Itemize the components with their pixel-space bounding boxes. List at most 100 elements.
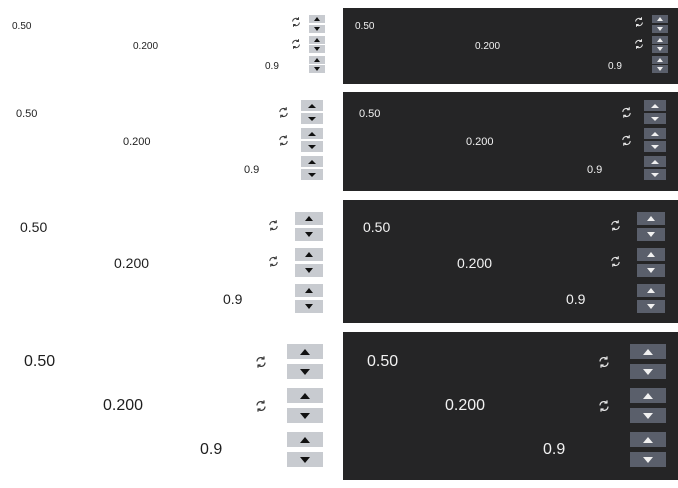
value-field-3[interactable]: 0.9 <box>566 291 586 307</box>
increment-button[interactable] <box>637 212 665 225</box>
dark-panel-medium: 0.50 0.200 0.9 <box>343 200 678 323</box>
reset-arrows-icon[interactable] <box>291 17 301 27</box>
decrement-button[interactable] <box>630 364 666 379</box>
increment-button[interactable] <box>652 56 668 64</box>
reset-arrows-icon[interactable] <box>255 356 267 368</box>
value-field-1[interactable]: 0.50 <box>367 353 399 370</box>
reset-arrows-icon[interactable] <box>598 356 610 368</box>
reset-arrows-icon[interactable] <box>610 220 621 231</box>
increment-button[interactable] <box>630 432 666 447</box>
decrement-button[interactable] <box>295 264 323 277</box>
dark-panel-tiny: 0.50 0.200 0.9 <box>343 8 678 84</box>
increment-button[interactable] <box>630 344 666 359</box>
value-field-2[interactable]: 0.200 <box>133 41 159 52</box>
increment-button[interactable] <box>637 284 665 297</box>
value-field-1[interactable]: 0.50 <box>20 219 48 235</box>
triangle-down-icon <box>647 232 655 237</box>
increment-button[interactable] <box>301 156 323 167</box>
value-field-3[interactable]: 0.9 <box>608 61 622 72</box>
value-field-2[interactable]: 0.200 <box>114 255 150 271</box>
decrement-button[interactable] <box>295 228 323 241</box>
reset-arrows-icon[interactable] <box>610 256 621 267</box>
reset-arrows-icon[interactable] <box>291 39 301 49</box>
value-field-1[interactable]: 0.50 <box>12 21 32 32</box>
reset-arrows-icon[interactable] <box>621 135 632 146</box>
increment-button[interactable] <box>287 432 323 447</box>
decrement-button[interactable] <box>630 452 666 467</box>
decrement-button[interactable] <box>295 300 323 313</box>
decrement-button[interactable] <box>652 65 668 73</box>
value-field-3[interactable]: 0.9 <box>244 164 260 176</box>
increment-button[interactable] <box>295 212 323 225</box>
value-field-2[interactable]: 0.200 <box>457 255 493 271</box>
triangle-up-icon <box>643 392 653 399</box>
decrement-button[interactable] <box>652 45 668 53</box>
value-field-2[interactable]: 0.200 <box>103 397 144 414</box>
triangle-up-icon <box>657 58 663 62</box>
increment-button[interactable] <box>652 36 668 44</box>
increment-button[interactable] <box>295 284 323 297</box>
increment-button[interactable] <box>644 100 666 111</box>
value-field-1[interactable]: 0.50 <box>16 108 38 120</box>
decrement-button[interactable] <box>301 169 323 180</box>
increment-button[interactable] <box>644 128 666 139</box>
decrement-button[interactable] <box>637 300 665 313</box>
decrement-button[interactable] <box>301 141 323 152</box>
light-panel-medium: 0.50 0.200 0.9 <box>0 200 335 323</box>
reset-arrows-icon[interactable] <box>268 256 279 267</box>
triangle-down-icon <box>651 172 659 177</box>
decrement-button[interactable] <box>652 25 668 33</box>
decrement-button[interactable] <box>644 113 666 124</box>
value-field-2[interactable]: 0.200 <box>445 397 486 414</box>
increment-button[interactable] <box>287 344 323 359</box>
increment-button[interactable] <box>309 36 325 44</box>
value-field-1[interactable]: 0.50 <box>359 108 381 120</box>
increment-button[interactable] <box>301 100 323 111</box>
decrement-button[interactable] <box>301 113 323 124</box>
triangle-down-icon <box>305 304 313 309</box>
reset-arrows-icon[interactable] <box>278 107 289 118</box>
value-field-3[interactable]: 0.9 <box>543 441 566 458</box>
decrement-button[interactable] <box>287 452 323 467</box>
increment-button[interactable] <box>301 128 323 139</box>
increment-button[interactable] <box>287 388 323 403</box>
reset-arrows-icon[interactable] <box>255 400 267 412</box>
increment-button[interactable] <box>630 388 666 403</box>
value-field-1[interactable]: 0.50 <box>363 219 391 235</box>
decrement-button[interactable] <box>287 364 323 379</box>
value-field-2[interactable]: 0.200 <box>475 41 501 52</box>
increment-button[interactable] <box>644 156 666 167</box>
decrement-button[interactable] <box>309 65 325 73</box>
value-field-3[interactable]: 0.9 <box>223 291 243 307</box>
decrement-button[interactable] <box>644 141 666 152</box>
decrement-button[interactable] <box>637 228 665 241</box>
triangle-down-icon <box>643 456 653 463</box>
decrement-button[interactable] <box>644 169 666 180</box>
reset-arrows-icon[interactable] <box>278 135 289 146</box>
reset-arrows-icon[interactable] <box>634 39 644 49</box>
value-field-1[interactable]: 0.50 <box>24 353 56 370</box>
reset-arrows-icon[interactable] <box>268 220 279 231</box>
decrement-button[interactable] <box>630 408 666 423</box>
reset-arrows-icon[interactable] <box>598 400 610 412</box>
decrement-button[interactable] <box>309 45 325 53</box>
value-field-2[interactable]: 0.200 <box>466 136 494 148</box>
triangle-down-icon <box>305 232 313 237</box>
increment-button[interactable] <box>637 248 665 261</box>
value-field-1[interactable]: 0.50 <box>355 21 375 32</box>
decrement-button[interactable] <box>637 264 665 277</box>
value-field-3[interactable]: 0.9 <box>200 441 223 458</box>
dark-panel-small: 0.50 0.200 0.9 <box>343 92 678 191</box>
decrement-button[interactable] <box>309 25 325 33</box>
value-field-3[interactable]: 0.9 <box>587 164 603 176</box>
increment-button[interactable] <box>309 56 325 64</box>
reset-arrows-icon[interactable] <box>621 107 632 118</box>
triangle-up-icon <box>300 436 310 443</box>
reset-arrows-icon[interactable] <box>634 17 644 27</box>
increment-button[interactable] <box>652 15 668 23</box>
value-field-2[interactable]: 0.200 <box>123 136 151 148</box>
value-field-3[interactable]: 0.9 <box>265 61 279 72</box>
increment-button[interactable] <box>295 248 323 261</box>
increment-button[interactable] <box>309 15 325 23</box>
decrement-button[interactable] <box>287 408 323 423</box>
